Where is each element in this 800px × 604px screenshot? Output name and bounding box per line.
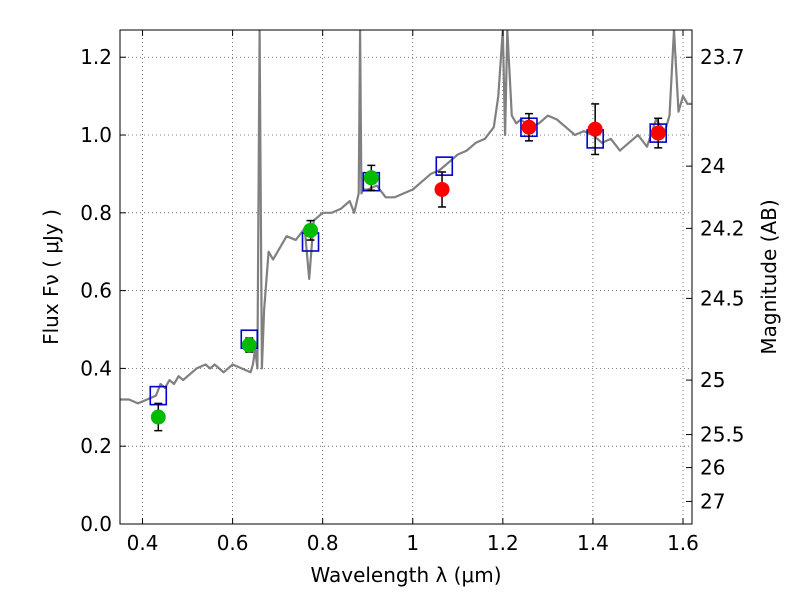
points-layer <box>149 103 668 432</box>
observed-nir-point <box>587 121 603 137</box>
y-tick-label: 0.2 <box>80 434 112 458</box>
grid-lines <box>120 30 692 525</box>
right-tick-label: 24.2 <box>700 216 745 240</box>
x-tick-label: 0.6 <box>217 531 249 555</box>
right-tick-label: 24.5 <box>700 286 745 310</box>
x-tick-label: 1.4 <box>577 531 609 555</box>
observed-optical-point <box>363 170 379 186</box>
observed-nir-point <box>434 181 450 197</box>
observed-optical-point <box>241 337 257 353</box>
spectrum-line <box>120 30 692 405</box>
observed-optical-point <box>303 222 319 238</box>
observed-nir-point <box>650 125 666 141</box>
x-tick-label: 1.6 <box>667 531 699 555</box>
y-tick-label: 0.0 <box>80 512 112 536</box>
y-tick-label: 0.4 <box>80 356 112 380</box>
y-tick-label: 1.2 <box>80 45 112 69</box>
x-tick-label: 1.2 <box>487 531 519 555</box>
plot-frame <box>119 29 693 525</box>
tick-layer: 0.4 0.6 0.8 1 1.2 1.4 1.6 0.0 0.2 0.4 0.6 0.8 1.0 1.2… <box>80 30 745 555</box>
y-tick-label: 0.6 <box>80 279 112 303</box>
x-tick-label: 1 <box>406 531 419 555</box>
right-axis-label: Magnitude (AB) <box>757 199 781 354</box>
observed-optical-point <box>150 409 166 425</box>
model-photometry-square <box>435 156 454 176</box>
right-tick-label: 25 <box>700 368 725 392</box>
observed-nir-point <box>521 119 537 135</box>
right-tick-label: 26 <box>700 456 725 480</box>
right-tick-label: 24 <box>700 154 725 178</box>
y-axis-label: Flux Fν ( μJy ) <box>39 209 63 345</box>
spectrum-layer <box>120 30 692 405</box>
y-tick-label: 1.0 <box>80 123 112 147</box>
right-tick-label: 23.7 <box>700 45 745 69</box>
x-tick-label: 0.8 <box>307 531 339 555</box>
x-tick-label: 0.4 <box>127 531 159 555</box>
right-tick-label: 25.5 <box>700 423 745 447</box>
right-tick-label: 27 <box>700 489 725 513</box>
y-tick-label: 0.8 <box>80 201 112 225</box>
x-axis-label: Wavelength λ (μm) <box>310 563 501 587</box>
